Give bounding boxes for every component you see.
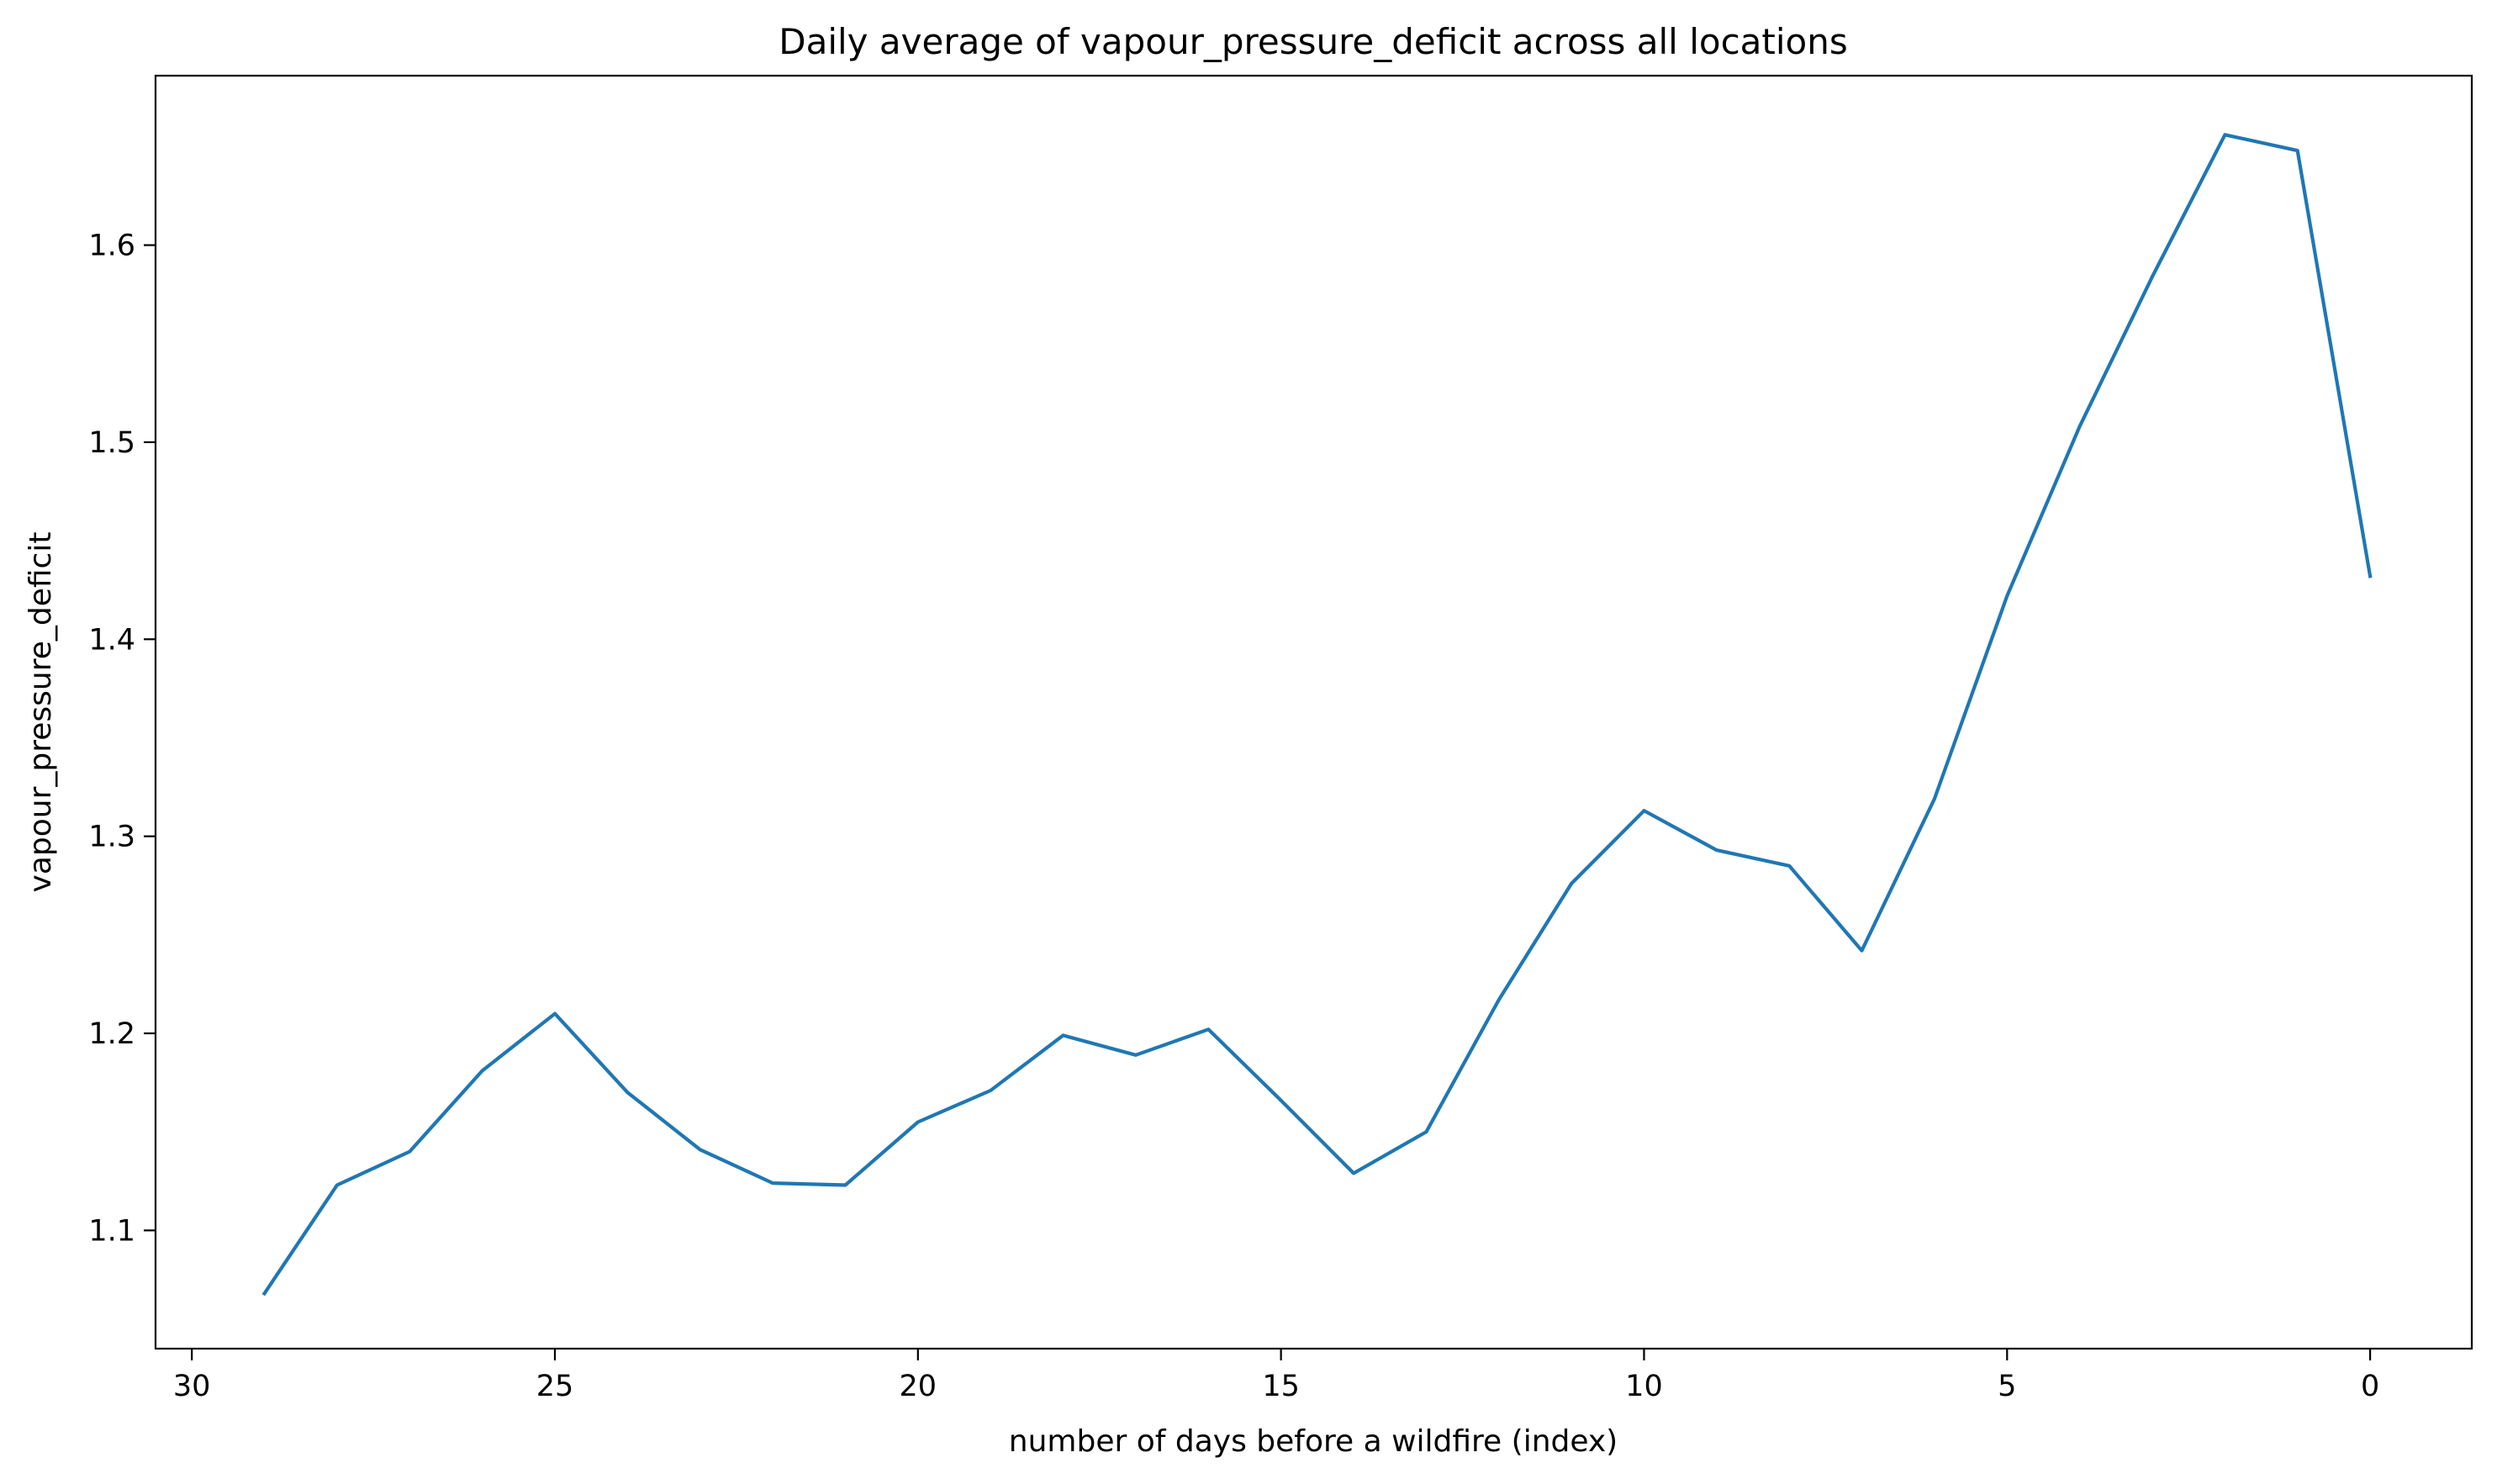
y-tick-label: 1.2	[88, 1017, 135, 1051]
x-axis-label: number of days before a wildfire (index)	[1009, 1424, 1618, 1459]
y-tick-label: 1.4	[88, 623, 135, 657]
y-axis: 1.1 1.2 1.3 1.4 1.5 1.6	[88, 230, 156, 1248]
y-tick-label: 1.6	[88, 230, 135, 263]
x-tick-label: 30	[173, 1370, 211, 1403]
plot-area: 30 25 20 15 10 5 0 1.1 1.2 1.3 1.4 1.5 1.6	[88, 74, 2473, 1403]
x-tick-label: 0	[2361, 1370, 2379, 1403]
x-axis: 30 25 20 15 10 5 0	[173, 1349, 2379, 1403]
x-tick-label: 10	[1625, 1370, 1663, 1403]
y-tick-label: 1.1	[88, 1214, 135, 1248]
axes-frame	[154, 74, 2473, 1350]
x-tick-label: 20	[900, 1370, 937, 1403]
y-tick-label: 1.5	[88, 426, 135, 460]
chart-title: Daily average of vapour_pressure_deficit…	[779, 21, 1847, 62]
x-tick-label: 5	[1998, 1370, 2016, 1403]
y-axis-label: vapour_pressure_deficit	[24, 532, 58, 893]
y-tick-label: 1.3	[88, 821, 135, 854]
x-tick-label: 25	[536, 1370, 574, 1403]
x-tick-label: 15	[1262, 1370, 1300, 1403]
series-line	[261, 133, 2373, 1297]
